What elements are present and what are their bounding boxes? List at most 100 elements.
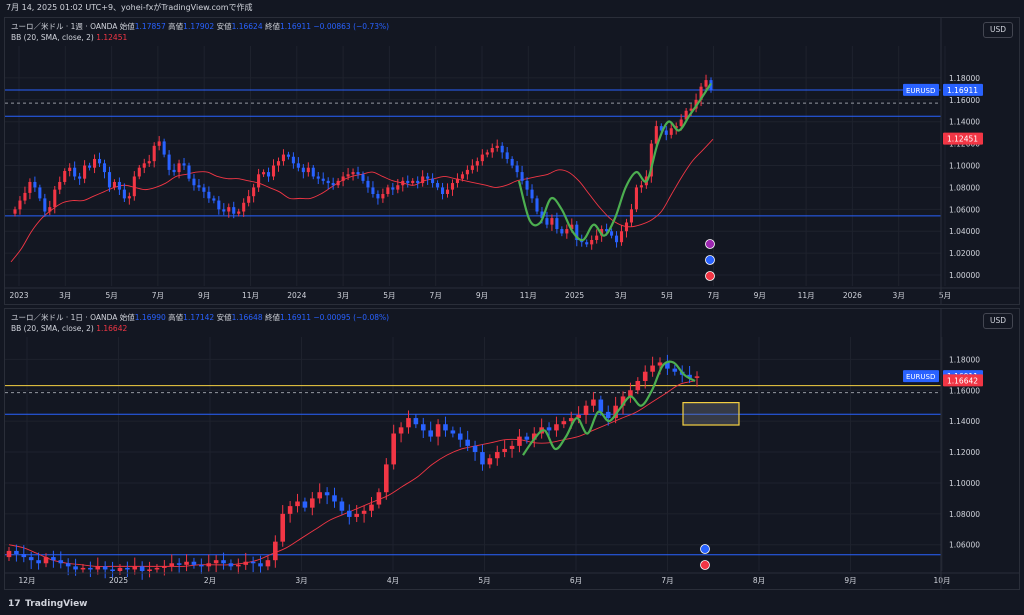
candle-body bbox=[51, 557, 56, 561]
candle-body bbox=[443, 424, 448, 431]
candle-body bbox=[301, 167, 305, 173]
candle-body bbox=[286, 154, 290, 157]
candle-body bbox=[568, 418, 574, 422]
candle-body bbox=[157, 141, 161, 146]
price-tick-label: 1.04000 bbox=[949, 227, 980, 236]
candle-body bbox=[18, 200, 22, 210]
candle-body bbox=[598, 399, 604, 412]
candle-body bbox=[639, 185, 643, 188]
candle-body bbox=[381, 194, 385, 199]
daily-chart-canvas[interactable]: 1.18000 1.16000 1.14000 1.12000 1.10000 1.080… bbox=[5, 309, 1019, 589]
candle-body bbox=[316, 176, 320, 179]
candle-body bbox=[554, 424, 559, 431]
candle-body bbox=[490, 148, 494, 153]
daily-chart-panel[interactable]: 1.18000 1.16000 1.14000 1.12000 1.10000 1.080… bbox=[4, 308, 1020, 590]
candle-body bbox=[560, 229, 564, 234]
candle-body bbox=[58, 560, 64, 564]
candle-body bbox=[184, 561, 189, 565]
candle-body bbox=[436, 183, 440, 188]
candle-body bbox=[510, 158, 514, 166]
candle-body bbox=[213, 560, 219, 564]
candle-body bbox=[431, 178, 435, 184]
price-badge-label: 1.16642 bbox=[947, 376, 978, 385]
candle-body bbox=[162, 566, 167, 568]
candle-body bbox=[585, 242, 589, 245]
candle-body bbox=[147, 161, 151, 164]
candle-body bbox=[470, 165, 474, 170]
time-tick-label: 5月 bbox=[105, 291, 117, 300]
candle-body bbox=[36, 560, 41, 564]
time-tick-label: 12月 bbox=[18, 576, 35, 585]
candle-body bbox=[583, 405, 589, 415]
candle-body bbox=[250, 561, 256, 564]
candle-body bbox=[257, 174, 261, 188]
candle-body bbox=[361, 510, 367, 514]
candle-body bbox=[206, 563, 212, 567]
price-tick-label: 1.00000 bbox=[949, 271, 980, 280]
candle-body bbox=[465, 169, 469, 175]
candle-body bbox=[524, 436, 530, 440]
weekly-chart-canvas[interactable]: 1.180001.160001.140001.120001.100001.080… bbox=[5, 18, 1019, 304]
candle-body bbox=[413, 418, 419, 425]
price-badge-label: 1.12451 bbox=[947, 135, 978, 144]
event-marker-icon bbox=[700, 544, 710, 554]
candle-body bbox=[311, 167, 315, 177]
candle-body bbox=[65, 563, 71, 567]
candle-body bbox=[247, 196, 251, 203]
weekly-legend: ユーロ／米ドル · 1週 · OANDA 始値1.17857 高値1.17902… bbox=[11, 22, 390, 31]
candle-body bbox=[152, 145, 156, 162]
candle-body bbox=[435, 424, 441, 437]
candle-body bbox=[287, 506, 293, 514]
footer-branding[interactable]: 17 TradingView bbox=[0, 594, 1024, 615]
candle-body bbox=[505, 152, 509, 159]
candle-body bbox=[517, 436, 522, 446]
time-tick-label: 2026 bbox=[843, 291, 862, 300]
candle-body bbox=[460, 174, 464, 179]
candle-body bbox=[296, 163, 300, 168]
candle-body bbox=[48, 207, 52, 212]
price-badge bbox=[943, 374, 983, 387]
time-tick-label: 5月 bbox=[661, 291, 673, 300]
candle-body bbox=[306, 167, 310, 173]
candle-body bbox=[531, 433, 537, 440]
target-zone bbox=[682, 402, 740, 426]
candle-body bbox=[73, 167, 77, 177]
daily-bb-legend: BB (20, SMA, close, 2) 1.16642 bbox=[11, 324, 128, 333]
time-tick-label: 11月 bbox=[520, 291, 537, 300]
candle-body bbox=[371, 187, 375, 194]
candle-body bbox=[324, 492, 330, 496]
candle-body bbox=[212, 198, 216, 201]
daily-currency-button[interactable]: USD bbox=[983, 313, 1013, 329]
weekly-chart-panel[interactable]: 1.180001.160001.140001.120001.100001.080… bbox=[4, 17, 1020, 305]
time-tick-label: 2024 bbox=[287, 291, 306, 300]
candle-body bbox=[191, 561, 197, 565]
candle-body bbox=[411, 180, 415, 184]
candle-body bbox=[595, 235, 599, 240]
candle-body bbox=[187, 165, 191, 179]
candle-body bbox=[295, 501, 300, 507]
candle-body bbox=[561, 421, 567, 425]
candle-body bbox=[265, 560, 271, 567]
symbol-badge bbox=[903, 83, 939, 96]
candle-body bbox=[679, 119, 683, 127]
candle-body bbox=[63, 171, 67, 182]
candle-body bbox=[43, 557, 49, 564]
wave-drawing bbox=[517, 82, 712, 242]
candle-body bbox=[428, 430, 433, 437]
tradingview-logo-icon: 17 bbox=[8, 599, 21, 609]
candle-body bbox=[169, 563, 175, 567]
weekly-currency-button[interactable]: USD bbox=[983, 22, 1013, 38]
candle-body bbox=[280, 513, 286, 542]
candle-body bbox=[242, 202, 246, 212]
candle-body bbox=[457, 433, 463, 440]
candle-body bbox=[669, 128, 673, 135]
candle-body bbox=[475, 161, 479, 166]
event-marker-icon bbox=[700, 560, 710, 570]
candle-body bbox=[515, 165, 519, 173]
weekly-symbol: ユーロ／米ドル · 1週 · OANDA bbox=[11, 22, 118, 31]
candle-body bbox=[117, 181, 121, 190]
candle-body bbox=[93, 158, 97, 168]
candle-body bbox=[487, 458, 493, 465]
wave-drawing bbox=[522, 360, 696, 456]
candle-body bbox=[346, 174, 350, 177]
